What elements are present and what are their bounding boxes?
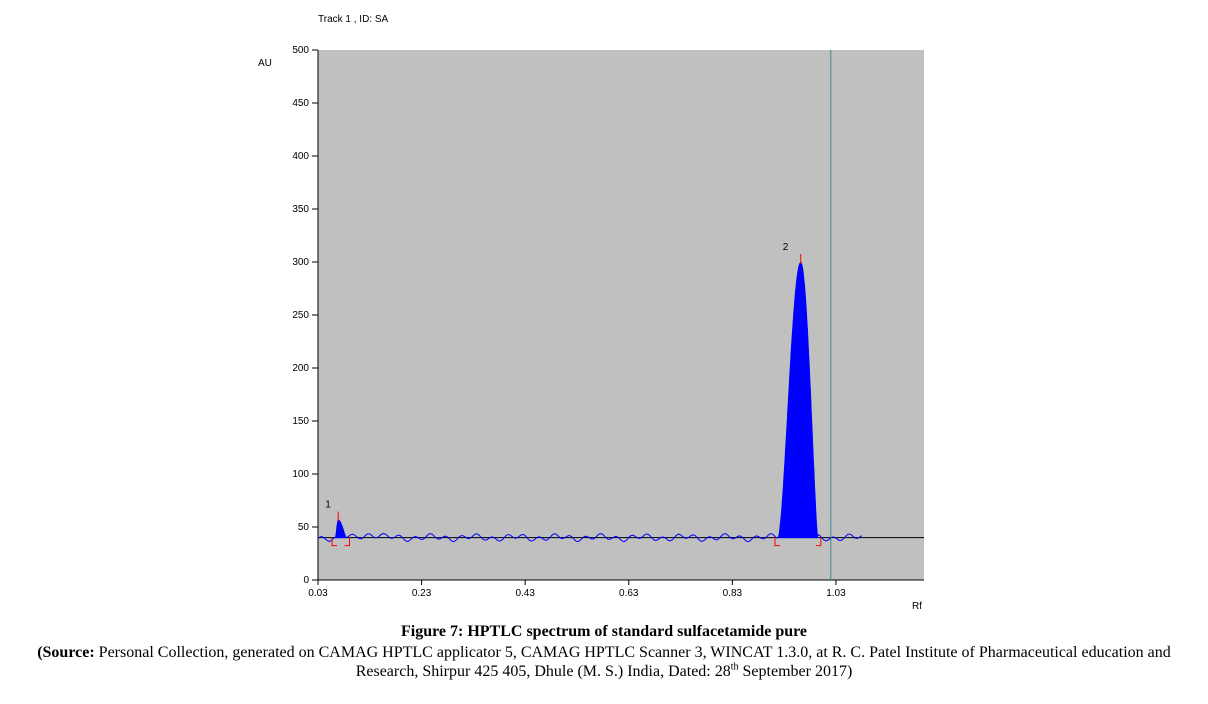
source-superscript: th <box>730 661 739 673</box>
y-tick-label: 250 <box>292 310 309 321</box>
y-tick-label: 500 <box>292 45 309 56</box>
y-axis-label: AU <box>258 58 272 69</box>
peak-start-marker <box>774 537 780 547</box>
source-caption: (Source: Personal Collection, generated … <box>0 643 1208 681</box>
figure-caption: Figure 7: HPTLC spectrum of standard sul… <box>400 623 808 640</box>
trace-line <box>317 532 863 543</box>
x-tick-label: 0.23 <box>412 588 432 599</box>
peak-label: 2 <box>783 242 789 253</box>
y-tick-label: 200 <box>292 363 309 374</box>
x-tick-label: 0.63 <box>619 588 639 599</box>
x-tick-label: 0.83 <box>723 588 743 599</box>
hptlc-chart: Track 1 , ID: SA AU Rf 0 50 100 150 200 250 30… <box>258 14 924 612</box>
y-tick-label: 150 <box>292 416 309 427</box>
chart-title: Track 1 , ID: SA <box>318 14 389 25</box>
y-tick-label: 400 <box>292 151 309 162</box>
source-label: (Source: <box>37 644 95 661</box>
y-tick-label: 50 <box>298 522 310 533</box>
x-axis-label: Rf <box>912 601 922 612</box>
peak-end-marker <box>815 537 822 547</box>
x-tick-label: 0.43 <box>515 588 535 599</box>
y-tick-label: 350 <box>292 204 309 215</box>
x-tick-label: 1.03 <box>826 588 846 599</box>
y-tick-label: 300 <box>292 257 309 268</box>
peak-start-marker <box>331 537 338 547</box>
y-tick-label: 450 <box>292 98 309 109</box>
source-text: Personal Collection, generated on CAMAG … <box>98 644 1171 680</box>
y-tick-label: 0 <box>303 575 309 586</box>
peak-label: 1 <box>325 500 331 511</box>
plot-area <box>318 50 924 580</box>
source-end: September 2017) <box>738 663 853 680</box>
y-tick-label: 100 <box>292 469 309 480</box>
x-tick-label: 0.03 <box>308 588 328 599</box>
peak-end-marker <box>344 537 350 547</box>
